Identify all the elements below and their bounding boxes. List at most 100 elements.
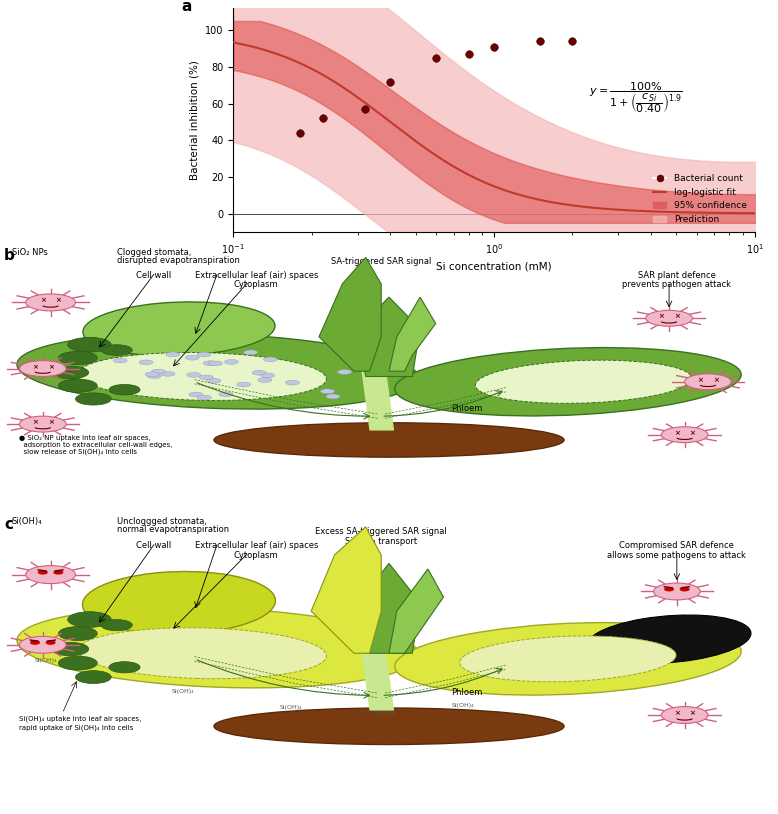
Circle shape — [58, 379, 97, 392]
Circle shape — [680, 588, 689, 591]
Circle shape — [286, 380, 300, 385]
Text: $y = \dfrac{100\%}{1 + \left(\dfrac{c_{Si}}{0.40}\right)^{1.9}}$: $y = \dfrac{100\%}{1 + \left(\dfrac{c_{S… — [589, 81, 683, 116]
Polygon shape — [311, 527, 381, 653]
Text: disrupted evapotranspiration: disrupted evapotranspiration — [117, 256, 240, 265]
Circle shape — [664, 588, 673, 591]
Text: Si(OH)₄: Si(OH)₄ — [35, 658, 58, 663]
Text: → compromised local defence(PR-1/5t): → compromised local defence(PR-1/5t) — [118, 646, 240, 651]
Ellipse shape — [82, 571, 275, 634]
Point — [294, 126, 307, 139]
Ellipse shape — [83, 302, 275, 356]
Point — [566, 35, 579, 48]
Text: Si(OH)₄: Si(OH)₄ — [373, 711, 396, 716]
Polygon shape — [319, 257, 381, 371]
Text: normal evapotranspiration: normal evapotranspiration — [117, 526, 229, 535]
Text: prevents pathogen attack: prevents pathogen attack — [622, 280, 731, 289]
Text: ×: × — [674, 313, 680, 319]
Circle shape — [147, 374, 161, 379]
Polygon shape — [389, 297, 436, 371]
Circle shape — [203, 361, 217, 365]
Text: SA signalling: SA signalling — [556, 368, 611, 377]
Point — [488, 40, 500, 53]
Text: Cytoplasm: Cytoplasm — [233, 551, 278, 560]
Text: Si(OH)₄: Si(OH)₄ — [280, 706, 303, 711]
Text: Extracellular leaf (air) spaces: Extracellular leaf (air) spaces — [194, 270, 318, 280]
Circle shape — [19, 637, 66, 653]
Circle shape — [101, 619, 132, 631]
Text: SA signalling: SA signalling — [167, 361, 222, 370]
Circle shape — [26, 294, 75, 311]
Text: ×: × — [32, 419, 38, 425]
Text: a: a — [181, 0, 191, 14]
Circle shape — [685, 374, 731, 390]
Circle shape — [198, 395, 212, 400]
Ellipse shape — [78, 352, 327, 400]
Text: Cell wall: Cell wall — [136, 270, 171, 280]
Ellipse shape — [214, 422, 564, 457]
Text: SAR plant defence: SAR plant defence — [638, 270, 716, 280]
Text: Si(OH)₄ → stress: Si(OH)₄ → stress — [555, 652, 612, 659]
Text: ×: × — [658, 313, 664, 319]
Circle shape — [199, 375, 213, 379]
Point — [463, 47, 475, 60]
Point — [317, 112, 329, 125]
Text: Phloem: Phloem — [451, 689, 482, 698]
Circle shape — [113, 358, 127, 363]
Ellipse shape — [17, 333, 419, 409]
Point — [534, 35, 546, 48]
Circle shape — [261, 373, 275, 378]
Text: ×: × — [47, 419, 54, 425]
Text: Phloem: Phloem — [451, 404, 482, 413]
Text: Si(OH)₄: Si(OH)₄ — [171, 689, 194, 694]
Text: Si(OH)₄: Si(OH)₄ — [451, 702, 474, 707]
Text: SA-triggered SAR signal: SA-triggered SAR signal — [331, 257, 432, 266]
Ellipse shape — [460, 636, 676, 682]
Circle shape — [244, 350, 258, 355]
Text: Excess SA signalling,: Excess SA signalling, — [539, 641, 628, 650]
Circle shape — [187, 373, 201, 377]
Text: ● SiO₂ NP uptake into leaf air spaces,
  adsorption to extracellular cell-wall e: ● SiO₂ NP uptake into leaf air spaces, a… — [19, 435, 173, 455]
Circle shape — [101, 345, 132, 355]
Text: Excess SA signalling: Excess SA signalling — [136, 632, 222, 641]
Text: ×: × — [713, 377, 719, 383]
Ellipse shape — [475, 360, 692, 404]
Text: Excess SA-triggered SAR signal: Excess SA-triggered SAR signal — [315, 527, 447, 536]
Polygon shape — [389, 569, 443, 653]
Circle shape — [166, 352, 180, 357]
Circle shape — [58, 352, 97, 365]
Text: → local defence (PR-1/5t): → local defence (PR-1/5t) — [150, 374, 239, 381]
Circle shape — [661, 707, 708, 724]
Text: → SAR: → SAR — [570, 379, 597, 387]
Text: b: b — [4, 248, 15, 263]
Text: ×: × — [674, 430, 680, 435]
Circle shape — [219, 392, 233, 396]
Text: SiO₂ NPs: SiO₂ NPs — [12, 248, 47, 257]
Circle shape — [19, 361, 66, 376]
Circle shape — [68, 611, 111, 628]
Circle shape — [207, 379, 221, 383]
Circle shape — [58, 627, 97, 641]
Circle shape — [161, 371, 175, 376]
Text: ×: × — [32, 364, 38, 370]
Circle shape — [252, 370, 266, 375]
Text: ×: × — [47, 364, 54, 370]
Circle shape — [152, 369, 166, 374]
Circle shape — [46, 641, 54, 644]
Circle shape — [189, 392, 203, 397]
Circle shape — [646, 310, 692, 326]
Text: Si(OH)₄: Si(OH)₄ — [12, 517, 42, 526]
Circle shape — [39, 571, 47, 574]
Circle shape — [54, 571, 63, 574]
Circle shape — [26, 566, 75, 584]
Text: Si(OH)₄ uptake into leaf air spaces,: Si(OH)₄ uptake into leaf air spaces, — [19, 715, 142, 721]
Circle shape — [19, 416, 66, 432]
Circle shape — [224, 360, 238, 365]
Circle shape — [75, 393, 111, 405]
Ellipse shape — [78, 628, 327, 679]
Text: Cytoplasm: Cytoplasm — [233, 280, 278, 289]
Text: Extracellular leaf (air) spaces: Extracellular leaf (air) spaces — [194, 541, 318, 550]
Y-axis label: Bacterial inhibition (%): Bacterial inhibition (%) — [190, 60, 200, 180]
Ellipse shape — [17, 607, 419, 688]
Text: Si(OH)₄ transport: Si(OH)₄ transport — [345, 536, 417, 545]
Circle shape — [145, 372, 159, 377]
